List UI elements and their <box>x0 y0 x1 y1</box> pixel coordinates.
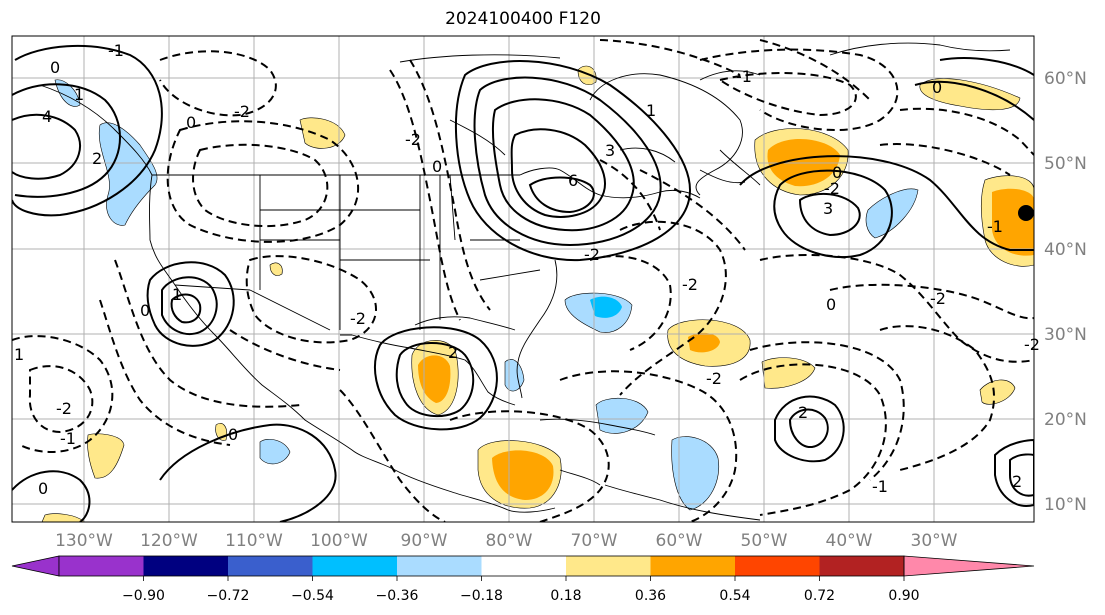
plot-frame <box>11 35 1035 523</box>
colorbar-swatch <box>312 556 397 576</box>
contour-label: 3 <box>823 199 833 218</box>
contour-label: -1 <box>872 477 888 496</box>
lon-label: 120°W <box>140 531 198 551</box>
contour-label: 0 <box>38 479 48 498</box>
colorbar-tick-label: −0.72 <box>207 588 250 604</box>
contour-label: 3 <box>605 141 615 160</box>
lon-label: 100°W <box>310 531 368 551</box>
contour-label: -2 <box>824 179 840 198</box>
contour-label: 0 <box>186 113 196 132</box>
colorbar-swatch <box>819 556 904 576</box>
latitude-labels: 60°N 50°N 40°N 30°N 20°N 10°N <box>1044 69 1087 515</box>
contour-label: -2 <box>350 309 366 328</box>
contour-label: -2 <box>584 245 600 264</box>
colorbar-swatch <box>143 556 228 576</box>
contour-label: 0 <box>228 425 238 444</box>
contour-label: 0 <box>140 301 150 320</box>
colorbar-swatch <box>481 556 566 576</box>
contour-label: 0 <box>432 157 442 176</box>
lon-label: 70°W <box>571 531 618 551</box>
negative-contours <box>12 39 1034 522</box>
colorbar-tick-label: 0.36 <box>635 588 666 604</box>
colorbar-tick-label: 0.72 <box>804 588 835 604</box>
lat-label: 40°N <box>1044 240 1087 260</box>
contour-label: -1 <box>108 41 124 60</box>
lat-label: 50°N <box>1044 154 1087 174</box>
longitude-labels: 130°W 120°W 110°W 100°W 90°W 80°W 70°W 6… <box>55 531 958 551</box>
positive-anomaly-gulf-core <box>418 355 451 403</box>
colorbar-swatch <box>59 556 144 576</box>
colorbar-swatch <box>397 556 482 576</box>
colorbar-swatch <box>566 556 651 576</box>
colorbar-swatch <box>228 556 313 576</box>
positive-anomaly-central-atlantic-core <box>688 332 720 353</box>
contour-label: -2 <box>405 130 421 149</box>
colorbar-tick-label: −0.18 <box>460 588 503 604</box>
contour-label: -1 <box>736 67 752 86</box>
contour-label: 2 <box>1012 472 1022 491</box>
colorbar-tick-label: −0.54 <box>291 588 334 604</box>
colorbar-swatch <box>735 556 820 576</box>
contour-label: -1 <box>987 217 1003 236</box>
lon-label: 60°W <box>656 531 703 551</box>
lon-label: 40°W <box>826 531 873 551</box>
contour-label: 0 <box>826 295 836 314</box>
colorbar-tick-label: −0.36 <box>376 588 419 604</box>
lat-label: 60°N <box>1044 69 1087 89</box>
lon-label: 80°W <box>486 531 533 551</box>
positive-anomaly-caribbean-core <box>492 450 554 500</box>
contour-label: -1 <box>60 429 76 448</box>
contour-label: 1 <box>646 101 656 120</box>
positive-contours <box>12 44 1034 522</box>
colorbar-min-extend <box>11 555 60 577</box>
contour-label: -2 <box>930 289 946 308</box>
lon-label: 30°W <box>911 531 958 551</box>
colorbar-tick-label: −0.90 <box>122 588 165 604</box>
contour-label: 0 <box>832 163 842 182</box>
contour-label: 0 <box>932 78 942 97</box>
lon-label: 110°W <box>225 531 283 551</box>
lon-label: 130°W <box>55 531 113 551</box>
contour-label: -2 <box>234 102 250 121</box>
contour-label: 2 <box>448 343 458 362</box>
lat-label: 10°N <box>1044 495 1087 515</box>
map-title: 2024100400 F120 <box>445 9 601 29</box>
contour-label: -2 <box>682 275 698 294</box>
contour-label: 2 <box>798 403 808 422</box>
contour-label: 2 <box>92 149 102 168</box>
contour-label: 6 <box>568 171 578 190</box>
colorbar-tick-label: 0.54 <box>719 588 750 604</box>
colorbar-tick-label: 0.90 <box>888 588 919 604</box>
colorbar-max-extend <box>903 555 1035 577</box>
coastlines <box>39 42 1011 521</box>
contour-label: -2 <box>706 369 722 388</box>
contour-label: 0 <box>50 58 60 77</box>
contour-label: -2 <box>56 399 72 418</box>
colorbar-tick-label: 0.18 <box>550 588 581 604</box>
marker-dot <box>1018 205 1034 221</box>
lon-label: 90°W <box>401 531 448 551</box>
contour-label: 4 <box>42 107 52 126</box>
contour-labels: 0 -1 1 4 2 0 -2 1 6 3 -2 0 -2 -1 -2 1 0 … <box>14 41 1040 498</box>
lat-label: 30°N <box>1044 325 1087 345</box>
contour-label: -2 <box>1024 335 1040 354</box>
colorbar-swatch <box>650 556 735 576</box>
lon-label: 50°W <box>741 531 788 551</box>
lat-label: 20°N <box>1044 410 1087 430</box>
contour-label: 1 <box>172 285 182 304</box>
contour-label: 1 <box>14 345 24 364</box>
shading-layer <box>41 65 1034 522</box>
colorbar: −0.90 −0.72 −0.54 −0.36 −0.18 0.18 0.36 … <box>11 555 1035 604</box>
contour-label: 1 <box>74 85 84 104</box>
